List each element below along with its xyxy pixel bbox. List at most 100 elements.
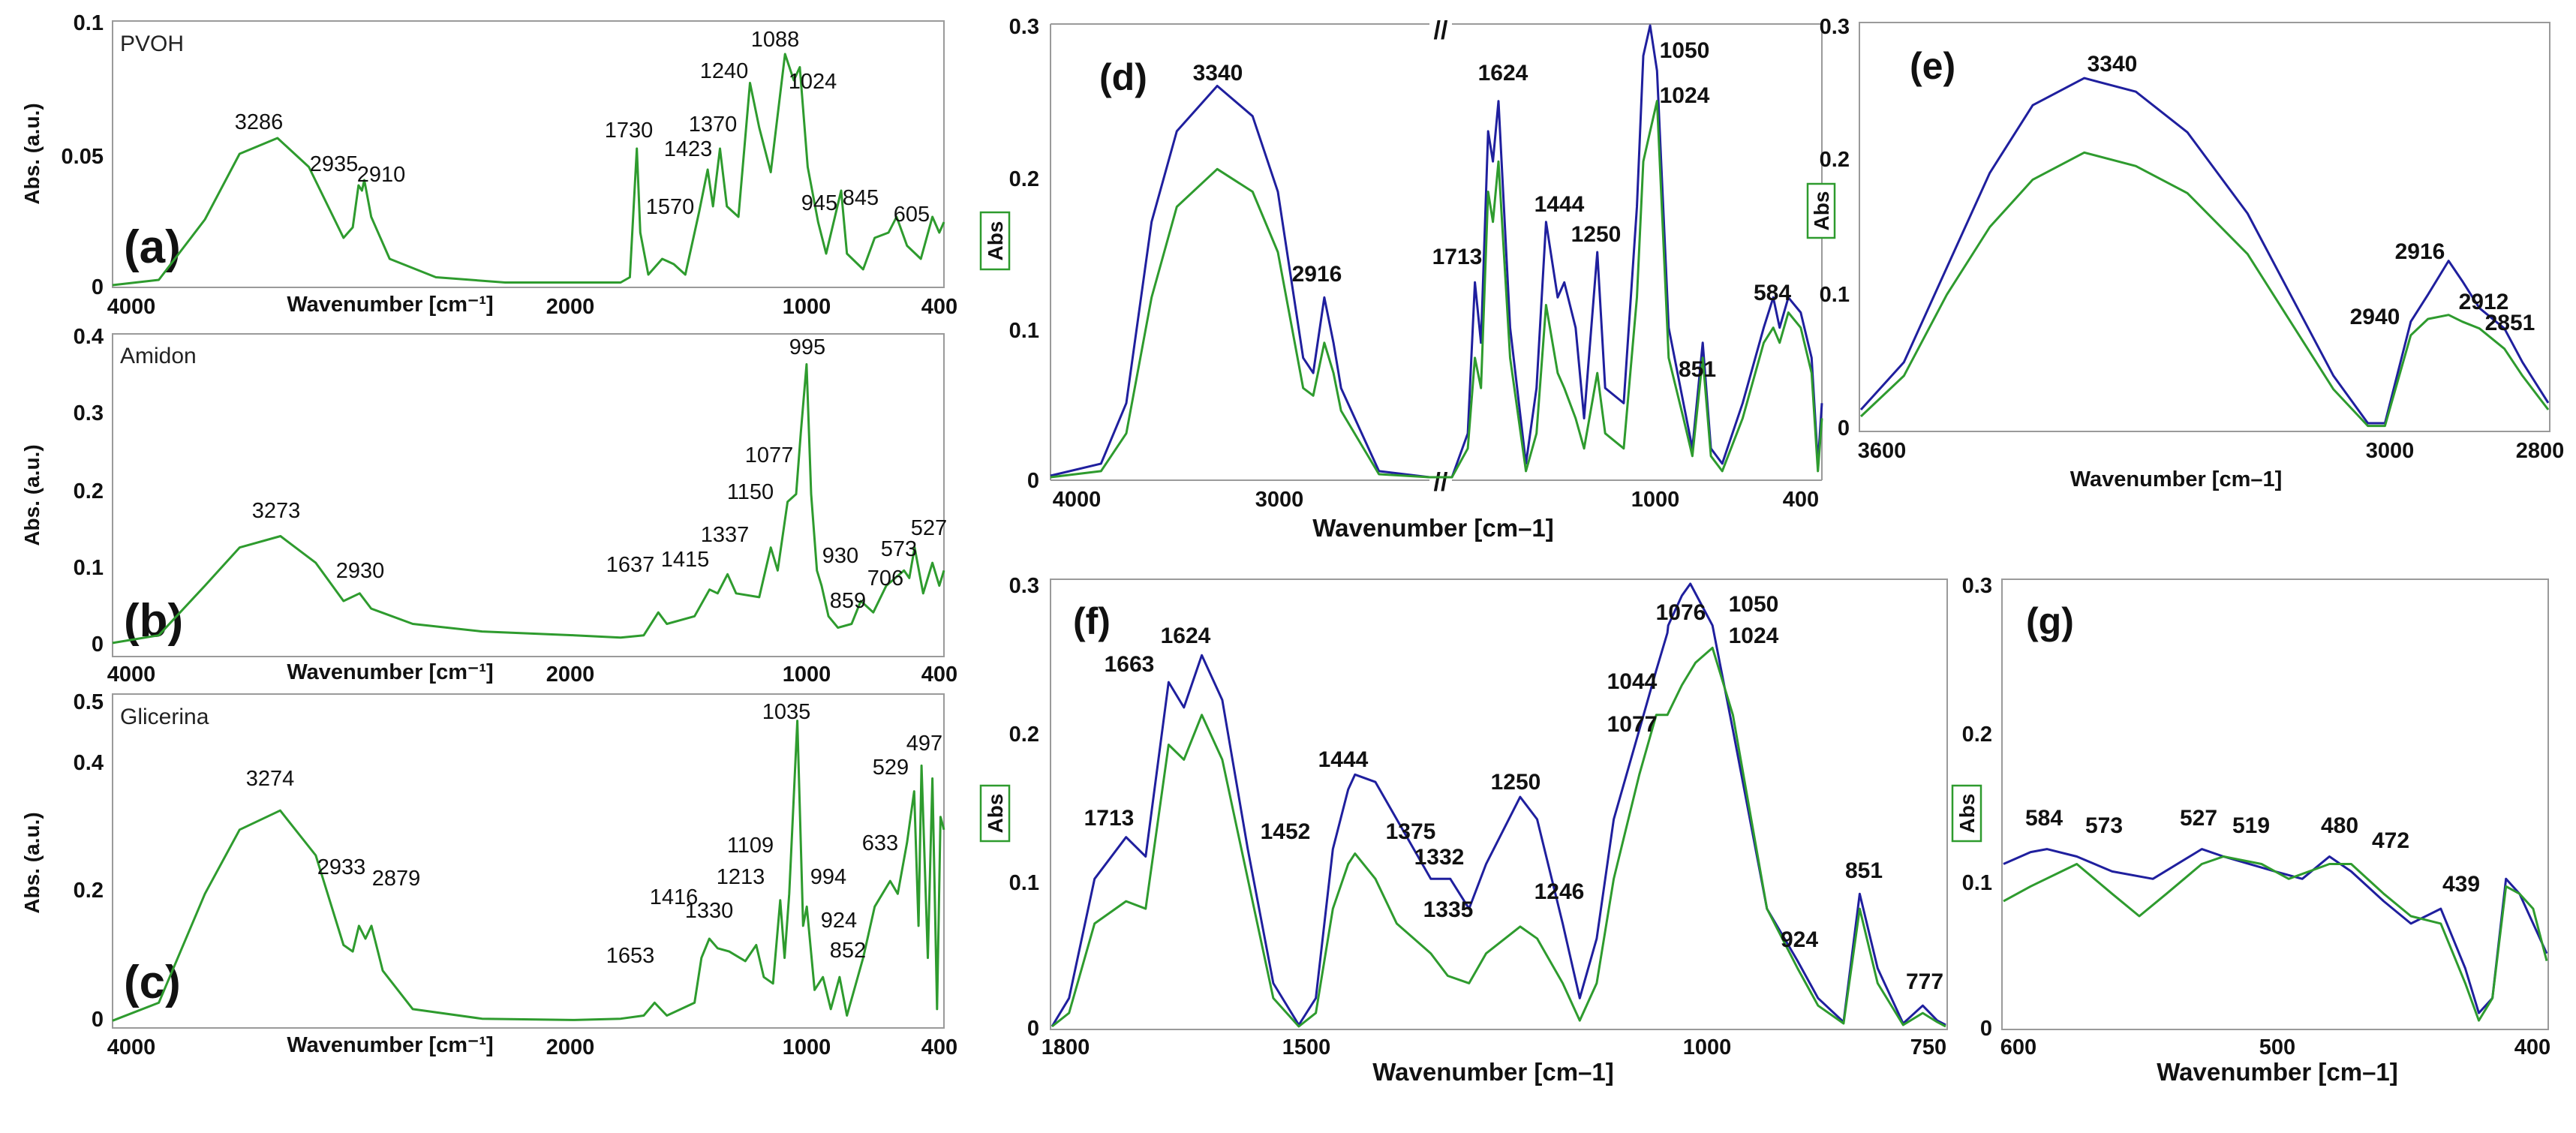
spectrum-line-blue — [1051, 582, 1946, 1027]
peak-label: 2940 — [2350, 305, 2400, 329]
panel-g-plot — [2003, 848, 2548, 1022]
panel-g-ytick: 0.2 — [1962, 723, 1992, 747]
panel-g-ytick: 0.3 — [1962, 574, 1992, 598]
peak-label: 1077 — [745, 443, 794, 467]
panel-d-ytick: 0.1 — [1009, 319, 1039, 343]
peak-label: 1444 — [1534, 192, 1585, 217]
peak-label: 584 — [1754, 281, 1791, 305]
panel-g-xtick: 500 — [2259, 1035, 2295, 1059]
panel-d-xtick: 4000 — [1053, 488, 1102, 512]
panel-c-xtick: 4000 — [107, 1035, 156, 1059]
spectrum-line-glicerina — [112, 720, 945, 1022]
peak-label: 1077 — [1607, 712, 1658, 737]
peak-label: 852 — [830, 939, 866, 963]
peak-label: 529 — [873, 756, 909, 780]
peak-label: 2879 — [372, 867, 421, 891]
panel-a-xlabel: Wavenumber [cm⁻¹] — [287, 293, 493, 317]
peak-label: 706 — [867, 566, 903, 591]
peak-label: 1088 — [751, 28, 800, 52]
panel-a-xtick: 2000 — [546, 295, 595, 319]
peak-label: 1416 — [650, 885, 699, 909]
panel-f-ytick: 0.3 — [1009, 574, 1039, 598]
peak-label: 1570 — [646, 195, 695, 219]
peak-label: 1250 — [1491, 770, 1541, 795]
spectrum-line-amidon — [112, 363, 945, 645]
panel-d-ytick: 0 — [1027, 469, 1039, 493]
spectrum-line-green — [2003, 855, 2548, 1022]
peak-label: 1330 — [685, 899, 734, 923]
panel-g-ylabel: Abs — [1955, 794, 1979, 834]
peak-label: 1150 — [727, 480, 774, 504]
peak-label: 633 — [862, 831, 898, 855]
peak-label: 1444 — [1318, 747, 1369, 772]
peak-label: 1024 — [789, 70, 837, 94]
panel-b-frame — [112, 333, 945, 657]
spectrum-line-green — [1859, 151, 2550, 428]
panel-a-xtick: 4000 — [107, 295, 156, 319]
panel-a-plot — [112, 53, 945, 287]
panel-c-plot — [112, 720, 945, 1022]
peak-label: 605 — [894, 203, 930, 227]
peak-label: 3274 — [246, 767, 295, 791]
peak-label: 3340 — [2088, 52, 2138, 77]
peak-label: 527 — [2180, 806, 2217, 831]
panel-a-ytick: 0.05 — [62, 145, 104, 169]
panel-d-plot — [1050, 24, 1823, 479]
panel-f-letter: (f) — [1073, 600, 1111, 642]
panel-a-xtick: 1000 — [783, 295, 831, 319]
spectrum-line-blue — [1050, 24, 1823, 479]
peak-label: 1452 — [1261, 819, 1311, 844]
peak-label: 2912 — [2459, 290, 2509, 314]
peak-label: 1213 — [717, 865, 765, 889]
peak-label: 439 — [2442, 872, 2480, 897]
spectrum-line-green — [1051, 646, 1946, 1028]
panel-a-xtick: 400 — [921, 295, 957, 319]
peak-label: 1375 — [1386, 819, 1436, 844]
peak-label: 1713 — [1432, 245, 1483, 269]
peak-label: 573 — [2085, 813, 2123, 838]
panel-c-ytick: 0 — [92, 1008, 104, 1032]
panel-g-ylabel-box — [1951, 784, 1982, 843]
peak-label: 472 — [2372, 828, 2409, 853]
peak-label: 2916 — [1292, 262, 1342, 287]
panel-e-ytick: 0.1 — [1820, 283, 1850, 307]
peak-labels: 3286 2935 2910 1730 1570 1423 1370 1240 … — [235, 28, 2535, 994]
panel-b-ytick: 0.4 — [74, 325, 104, 349]
panel-g-frame — [2001, 579, 2549, 1030]
panel-d-xtick: 1000 — [1631, 488, 1680, 512]
panel-b-sample: Amidon — [120, 344, 197, 368]
panel-f-ylabel: Abs — [984, 794, 1007, 834]
peak-label: 930 — [822, 544, 858, 568]
panel-b-plot — [112, 363, 945, 645]
panel-a-ytick: 0 — [92, 275, 104, 299]
panel-c-ytick: 0.4 — [74, 751, 104, 775]
peak-label: 1050 — [1660, 38, 1710, 63]
panel-d-ylabel-box — [979, 211, 1011, 271]
peak-label: 1730 — [605, 119, 654, 143]
peak-label: 845 — [843, 186, 879, 210]
panel-c-xlabel: Wavenumber [cm⁻¹] — [287, 1033, 493, 1057]
peak-label: 3286 — [235, 110, 284, 134]
panel-f-ylabel-box — [979, 784, 1011, 843]
panel-f-ytick: 0.2 — [1009, 723, 1039, 747]
panel-e-ytick: 0.2 — [1820, 148, 1850, 172]
panel-e-xtick: 3000 — [2366, 439, 2415, 463]
peak-label: 1624 — [1161, 624, 1211, 648]
panel-e-frame — [1859, 22, 2550, 432]
peak-label: 1663 — [1105, 652, 1155, 677]
panel-c-xtick: 1000 — [783, 1035, 831, 1059]
peak-label: 584 — [2025, 806, 2063, 831]
peak-label: 1370 — [689, 113, 738, 137]
peak-label: 851 — [1845, 858, 1883, 883]
peak-label: 2916 — [2395, 239, 2445, 264]
panel-g-xtick: 400 — [2514, 1035, 2550, 1059]
peak-label: 924 — [821, 909, 857, 933]
spectrum-line-pvoh — [112, 53, 945, 287]
peak-label: 3340 — [1193, 61, 1243, 86]
peak-label: 2930 — [336, 559, 385, 583]
panel-e: (e) 0.3 0.2 0.1 0 3600 3000 2800 Wavenum… — [1806, 15, 2565, 491]
panel-e-xtick: 2800 — [2516, 439, 2565, 463]
panel-c-ylabel: Abs. (a.u.) — [20, 812, 44, 913]
panel-g-xtick: 600 — [2000, 1035, 2036, 1059]
